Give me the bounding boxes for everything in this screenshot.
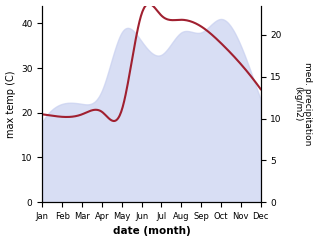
Y-axis label: med. precipitation
(kg/m2): med. precipitation (kg/m2): [293, 62, 313, 145]
X-axis label: date (month): date (month): [113, 227, 190, 236]
Y-axis label: max temp (C): max temp (C): [5, 70, 16, 138]
